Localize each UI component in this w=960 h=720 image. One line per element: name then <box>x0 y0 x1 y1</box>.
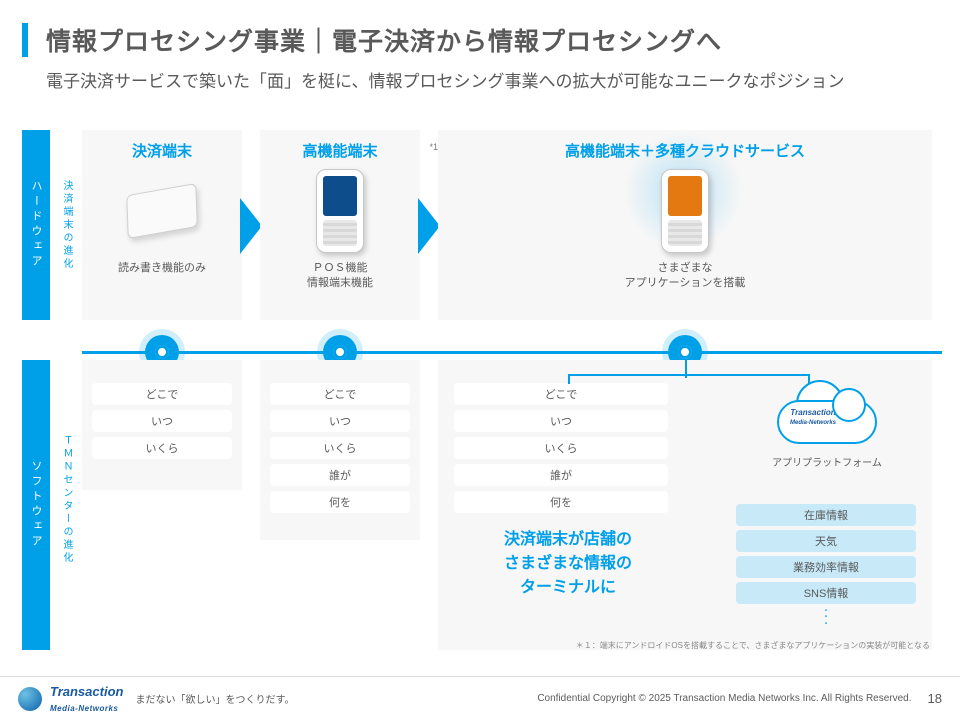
info-tag: どこで <box>270 383 410 405</box>
footer-logo: Transaction Media-Networks <box>18 684 123 714</box>
footer-tagline: まだない「欲しい」をつくりだす。 <box>135 691 294 706</box>
footer-copyright: Confidential Copyright © 2025 Transactio… <box>537 693 911 704</box>
page-title: 情報プロセシング事業｜電子決済から情報プロセシングへ <box>46 22 722 58</box>
service-tags: 在庫情報天気業務効率情報 SNS情報・ ・ ・ <box>736 500 916 627</box>
sw-panel-3: どこでいついくら誰が何を 決済端末が店舗の さまざまな情報の ターミナルに Tr… <box>438 360 932 650</box>
footer-brand-sub: Media-Networks <box>50 704 118 713</box>
arrow-icon <box>240 198 262 254</box>
hw2-caption: ＰＯＳ機能 情報端末機能 <box>260 261 420 292</box>
side-label-hardware: ハードウェア <box>22 130 50 320</box>
info-tag: いくら <box>454 437 668 459</box>
service-tag: 在庫情報 <box>736 504 916 526</box>
connector-line <box>808 374 810 384</box>
sw3-message: 決済端末が店舗の さまざまな情報の ターミナルに <box>458 528 678 600</box>
hw3-image <box>438 161 932 261</box>
page-subtitle: 電子決済サービスで築いた「面」を梃に、情報プロセシング事業への拡大が可能なユニー… <box>0 66 960 105</box>
service-tag: 業務効率情報 <box>736 556 916 578</box>
page-number: 18 <box>928 691 942 706</box>
info-tag: いくら <box>270 437 410 459</box>
info-tag: いつ <box>454 410 668 432</box>
service-tag: SNS情報 <box>736 582 916 604</box>
hw2-note: *1 <box>429 142 438 152</box>
info-tag: どこで <box>92 383 232 405</box>
hw2-image <box>260 161 420 261</box>
connector-line <box>568 374 570 384</box>
sw-panel-2: どこでいついくら誰が何を <box>260 360 420 540</box>
footer: Transaction Media-Networks まだない「欲しい」をつくり… <box>0 676 960 720</box>
cloud-icon: Transaction Media-Networks <box>762 378 892 448</box>
connector-line <box>568 374 808 376</box>
info-tag: 誰が <box>454 464 668 486</box>
fineprint: ＊１：端末にアンドロイドOSを搭載することで、さまざまなアプリケーションの実装が… <box>576 640 930 651</box>
hw-panel-2: 高機能端末 *1 ＰＯＳ機能 情報端末機能 <box>260 130 420 320</box>
hw1-caption: 読み書き機能のみ <box>82 261 242 276</box>
info-tag: 何を <box>270 491 410 513</box>
side-sub-software: ＴＭＮセンターの進化 <box>56 400 74 600</box>
cloud-logo-text: Transaction Media-Networks <box>790 408 836 426</box>
sw-panel-1: どこでいついくら <box>82 360 242 490</box>
info-tag: いつ <box>92 410 232 432</box>
title-bar: 情報プロセシング事業｜電子決済から情報プロセシングへ <box>0 0 960 66</box>
globe-icon <box>18 687 42 711</box>
terminal-icon <box>661 169 709 253</box>
ellipsis-icon: ・ ・ ・ <box>736 608 916 627</box>
side-sub-hardware: 決済端末の進化 <box>56 140 74 310</box>
arrow-icon <box>418 198 440 254</box>
hw1-image <box>82 161 242 261</box>
footer-brand: Transaction <box>50 684 123 699</box>
hw-panel-3: 高機能端末＋多種クラウドサービス さまざまな アプリケーションを搭載 <box>438 130 932 320</box>
cloud-platform: Transaction Media-Networks アプリプラットフォーム <box>752 378 902 469</box>
title-accent <box>22 23 28 57</box>
info-tag: 誰が <box>270 464 410 486</box>
card-reader-icon <box>126 183 197 239</box>
connector-line <box>82 351 942 354</box>
hw-panel-1: 決済端末 読み書き機能のみ <box>82 130 242 320</box>
side-label-software: ソフトウェア <box>22 360 50 650</box>
hw2-title: 高機能端末 <box>260 130 420 161</box>
info-tag: 何を <box>454 491 668 513</box>
hw1-title: 決済端末 <box>82 130 242 161</box>
service-tag: 天気 <box>736 530 916 552</box>
info-tag: いつ <box>270 410 410 432</box>
cloud-label: アプリプラットフォーム <box>752 454 902 469</box>
info-tag: いくら <box>92 437 232 459</box>
main-stage: ハードウェア ソフトウェア 決済端末の進化 ＴＭＮセンターの進化 決済端末 読み… <box>22 130 938 660</box>
terminal-icon <box>316 169 364 253</box>
hw3-caption: さまざまな アプリケーションを搭載 <box>438 261 932 292</box>
info-tag: どこで <box>454 383 668 405</box>
